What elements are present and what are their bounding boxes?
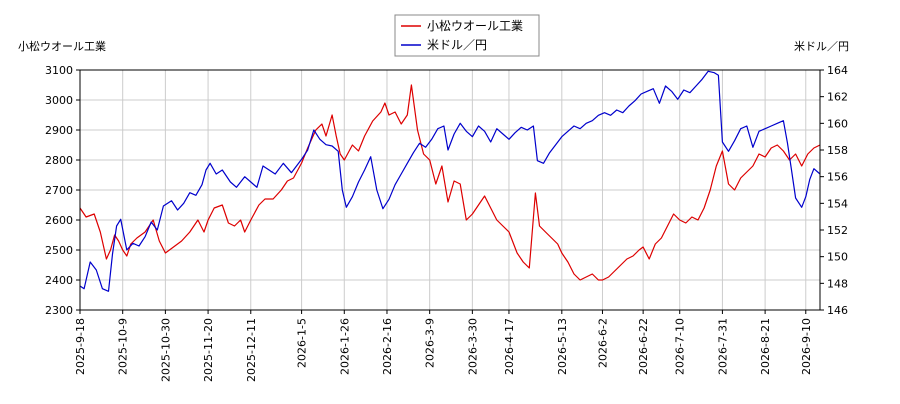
right-tick-label: 154 bbox=[827, 197, 848, 210]
left-axis: 2300 2400 2500 2600 2700 2800 2900 3000 3100 bbox=[45, 64, 80, 317]
left-tick-label: 3100 bbox=[45, 64, 73, 77]
left-tick-label: 2300 bbox=[45, 304, 73, 317]
x-tick-label: 2025-12-11 bbox=[245, 318, 258, 382]
x-tick-label: 2025-11-20 bbox=[202, 318, 215, 382]
x-tick-label: 2026-2-16 bbox=[381, 318, 394, 375]
legend-label-usdjpy: 米ドル／円 bbox=[427, 38, 487, 52]
x-tick-label: 2026-3-30 bbox=[466, 318, 479, 375]
x-tick-label: 2025-9-18 bbox=[74, 318, 87, 375]
left-tick-label: 2500 bbox=[45, 244, 73, 257]
x-tick-label: 2026-3-9 bbox=[424, 318, 437, 368]
right-tick-label: 156 bbox=[827, 171, 848, 184]
left-tick-label: 3000 bbox=[45, 94, 73, 107]
left-tick-label: 2700 bbox=[45, 184, 73, 197]
left-tick-label: 2600 bbox=[45, 214, 73, 227]
right-tick-label: 164 bbox=[827, 64, 848, 77]
left-tick-label: 2800 bbox=[45, 154, 73, 167]
right-tick-label: 150 bbox=[827, 251, 848, 264]
left-axis-title: 小松ウオール工業 bbox=[18, 39, 106, 53]
right-tick-label: 148 bbox=[827, 277, 848, 290]
legend-label-komatsu: 小松ウオール工業 bbox=[427, 19, 523, 33]
x-tick-label: 2026-6-22 bbox=[637, 318, 650, 375]
left-tick-label: 2900 bbox=[45, 124, 73, 137]
right-tick-label: 158 bbox=[827, 144, 848, 157]
legend: 小松ウオール工業 米ドル／円 bbox=[394, 14, 540, 57]
x-tick-label: 2025-10-30 bbox=[159, 318, 172, 382]
x-tick-label: 2025-10-9 bbox=[117, 318, 130, 375]
right-tick-label: 160 bbox=[827, 117, 848, 130]
x-tick-label: 2026-1-5 bbox=[296, 318, 309, 368]
right-tick-label: 146 bbox=[827, 304, 848, 317]
right-axis-title: 米ドル／円 bbox=[794, 40, 849, 53]
series-layer bbox=[79, 70, 821, 292]
legend-box bbox=[394, 14, 540, 57]
x-tick-label: 2026-1-26 bbox=[338, 318, 351, 375]
x-tick-label: 2026-7-31 bbox=[716, 318, 729, 375]
right-tick-label: 162 bbox=[827, 91, 848, 104]
x-tick-label: 2026-4-17 bbox=[503, 318, 516, 375]
series-line-komatsu bbox=[79, 84, 821, 281]
x-tick-label: 2026-5-13 bbox=[556, 318, 569, 375]
x-tick-label: 2026-9-10 bbox=[800, 318, 813, 375]
right-axis: 146 148 150 152 154 156 158 160 162 164 bbox=[820, 64, 848, 317]
right-tick-label: 152 bbox=[827, 224, 848, 237]
left-tick-label: 2400 bbox=[45, 274, 73, 287]
x-axis: 2025-9-18 2025-10-9 2025-10-30 2025-11-20 20… bbox=[74, 310, 813, 382]
x-tick-label: 2026-8-21 bbox=[759, 318, 772, 375]
x-tick-label: 2026-7-10 bbox=[674, 318, 687, 375]
x-tick-label: 2026-6-2 bbox=[596, 318, 609, 368]
series-line-usdjpy bbox=[79, 70, 821, 292]
